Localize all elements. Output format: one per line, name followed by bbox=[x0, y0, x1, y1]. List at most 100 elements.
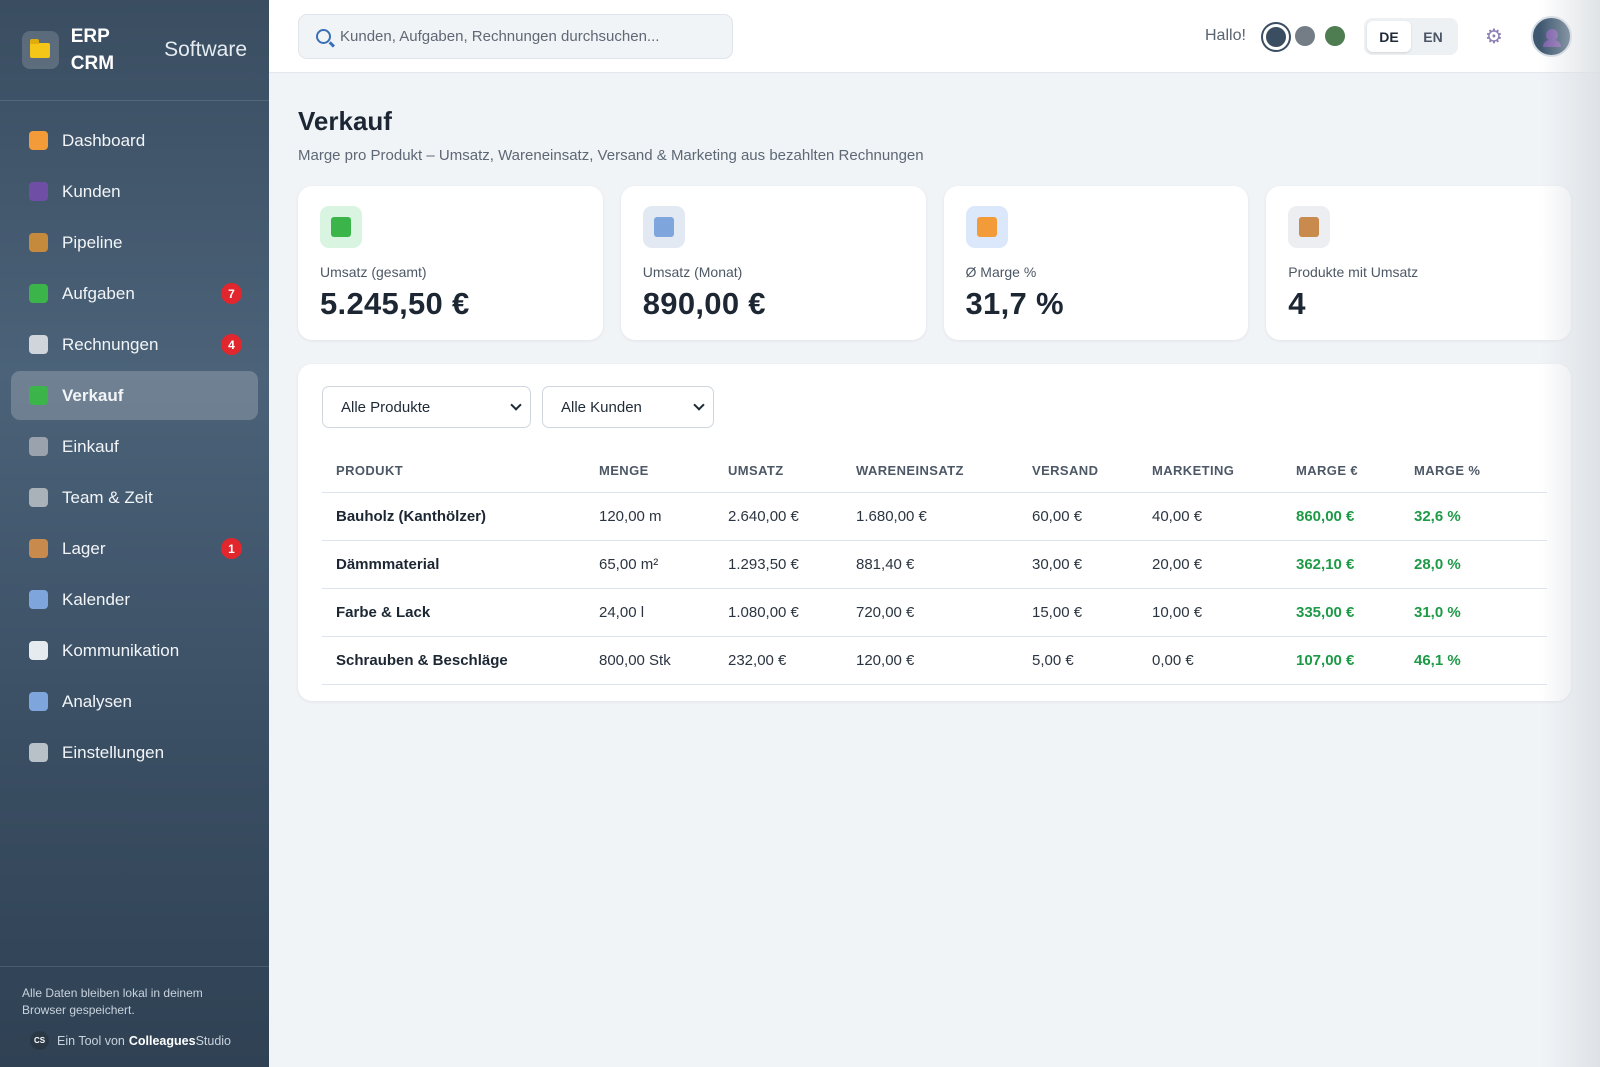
kpi-card: Ø Marge % 31,7 % bbox=[943, 186, 1249, 340]
sidebar-item-label: Einkauf bbox=[62, 436, 119, 456]
column-header[interactable]: VERSAND bbox=[1018, 450, 1138, 493]
table-cell: Bauholz (Kanthölzer) bbox=[322, 492, 585, 541]
theme-dark-button[interactable] bbox=[1263, 24, 1289, 50]
colleagues-studio-logo-icon: CS bbox=[30, 1031, 49, 1050]
table-cell: 860,00 € bbox=[1282, 492, 1400, 541]
count-badge: 7 bbox=[221, 283, 242, 304]
chevron-down-icon bbox=[510, 399, 522, 411]
brand[interactable]: ERP CRM Software bbox=[0, 0, 269, 101]
table-cell: 1.293,50 € bbox=[714, 540, 842, 589]
page-subtitle: Marge pro Produkt – Umsatz, Wareneinsatz… bbox=[298, 147, 924, 164]
column-header[interactable]: MARKETING bbox=[1138, 450, 1282, 493]
sidebar-item-kommunikation[interactable]: Kommunikation bbox=[11, 626, 258, 675]
table-cell: Farbe & Lack bbox=[322, 588, 585, 637]
table-row[interactable]: Dämmmaterial 65,00 m² 1.293,50 €881,40 €30… bbox=[322, 540, 1547, 589]
search-input[interactable] bbox=[340, 28, 700, 45]
column-header[interactable]: MARGE € bbox=[1282, 450, 1400, 493]
table-header-row: PRODUKT MENGE UMSATZ WARENEINSATZ VERSAND MAR… bbox=[322, 450, 1547, 493]
sidebar-item-verkauf[interactable]: Verkauf bbox=[11, 371, 258, 420]
table-cell: 1.080,00 € bbox=[714, 588, 842, 637]
checkmark-icon bbox=[29, 284, 48, 303]
theme-green-button[interactable] bbox=[1325, 26, 1345, 46]
sidebar-item-einkauf[interactable]: Einkauf bbox=[11, 422, 258, 471]
table-cell: 24,00 l bbox=[585, 588, 714, 637]
gear-icon[interactable]: ⚙ bbox=[1485, 26, 1503, 48]
table-cell: 881,40 € bbox=[842, 540, 1018, 589]
sidebar-item-kalender[interactable]: Kalender bbox=[11, 575, 258, 624]
column-header[interactable]: PRODUKT bbox=[322, 450, 585, 493]
search-box[interactable] bbox=[298, 14, 733, 59]
customer-filter-select[interactable]: Alle Kunden bbox=[542, 386, 714, 428]
kpi-value: 31,7 % bbox=[965, 286, 1064, 321]
sidebar-item-pipeline[interactable]: Pipeline bbox=[11, 218, 258, 267]
trend-up-icon bbox=[29, 386, 48, 405]
table-cell: 120,00 m bbox=[585, 492, 714, 541]
table-cell: 800,00 Stk bbox=[585, 636, 714, 685]
kpi-value: 890,00 € bbox=[642, 286, 766, 321]
table-cell: 31,0 % bbox=[1400, 588, 1547, 637]
sidebar: ERP CRM Software Dashboard Kunden Pipeline… bbox=[0, 0, 269, 1067]
table-cell: 2.640,00 € bbox=[714, 492, 842, 541]
sidebar-item-label: Dashboard bbox=[62, 130, 146, 150]
credit[interactable]: CS Ein Tool von Colleagues Studio bbox=[22, 1031, 247, 1050]
greeting: Hallo! bbox=[1205, 27, 1246, 44]
package-icon bbox=[29, 539, 48, 558]
kpi-glyph bbox=[653, 217, 674, 237]
credit-prefix: Ein Tool von bbox=[57, 1033, 125, 1048]
table-cell: 362,10 € bbox=[1282, 540, 1400, 589]
table-cell: 15,00 € bbox=[1018, 588, 1138, 637]
kpi-card: Produkte mit Umsatz 4 bbox=[1266, 186, 1571, 340]
credit-brand-bold: Colleagues bbox=[128, 1033, 196, 1048]
chart-bars-icon bbox=[965, 206, 1008, 248]
topbar: Hallo! DE EN ⚙ bbox=[269, 0, 1600, 73]
table-cell: 1.680,00 € bbox=[842, 492, 1018, 541]
sidebar-item-analysen[interactable]: Analysen bbox=[11, 677, 258, 726]
sidebar-item-team-zeit[interactable]: Team & Zeit bbox=[11, 473, 258, 522]
table-cell: 40,00 € bbox=[1138, 492, 1282, 541]
sidebar-item-aufgaben[interactable]: Aufgaben 7 bbox=[11, 269, 258, 318]
table-row[interactable]: Bauholz (Kanthölzer) 120,00 m 2.640,00 €1.… bbox=[322, 492, 1547, 541]
lang-en-button[interactable]: EN bbox=[1423, 28, 1443, 45]
kpi-card: Umsatz (gesamt) 5.245,50 € bbox=[298, 186, 603, 340]
language-switch: DE EN bbox=[1364, 18, 1458, 55]
table-row[interactable]: Schrauben & Beschläge 800,00 Stk 232,00 €1… bbox=[322, 636, 1547, 685]
table-cell: 46,1 % bbox=[1400, 636, 1547, 685]
sidebar-item-rechnungen[interactable]: Rechnungen 4 bbox=[11, 320, 258, 369]
avatar[interactable] bbox=[1531, 16, 1572, 57]
customer-filter-value: Alle Kunden bbox=[561, 398, 642, 416]
column-header[interactable]: UMSATZ bbox=[714, 450, 842, 493]
column-header[interactable]: MENGE bbox=[585, 450, 714, 493]
kpi-glyph bbox=[976, 217, 997, 237]
kpi-label: Umsatz (gesamt) bbox=[320, 264, 427, 280]
stopwatch-icon bbox=[29, 488, 48, 507]
sidebar-item-dashboard[interactable]: Dashboard bbox=[11, 116, 258, 165]
table-cell: Dämmmaterial bbox=[322, 540, 585, 589]
sidebar-item-label: Kommunikation bbox=[62, 640, 180, 660]
kpi-cards: Umsatz (gesamt) 5.245,50 € Umsatz (Monat) 8… bbox=[298, 186, 1571, 340]
column-header[interactable]: MARGE % bbox=[1400, 450, 1547, 493]
table-cell: 20,00 € bbox=[1138, 540, 1282, 589]
sidebar-item-label: Einstellungen bbox=[62, 742, 165, 762]
line-chart-icon bbox=[29, 692, 48, 711]
column-header[interactable]: WARENEINSATZ bbox=[842, 450, 1018, 493]
theme-gray-button[interactable] bbox=[1295, 26, 1315, 46]
table-cell: 10,00 € bbox=[1138, 588, 1282, 637]
kpi-value: 4 bbox=[1288, 286, 1306, 321]
sidebar-item-einstellungen[interactable]: Einstellungen bbox=[11, 728, 258, 777]
sidebar-item-kunden[interactable]: Kunden bbox=[11, 167, 258, 216]
calendar-icon bbox=[29, 590, 48, 609]
sidebar-footer: Alle Daten bleiben lokal in deinem Brows… bbox=[0, 966, 269, 1067]
sidebar-item-label: Team & Zeit bbox=[62, 487, 153, 507]
sidebar-nav: Dashboard Kunden Pipeline Aufgaben 7 Rechnung… bbox=[0, 101, 269, 777]
table-row[interactable]: Farbe & Lack 24,00 l 1.080,00 €720,00 €15,… bbox=[322, 588, 1547, 637]
sidebar-item-label: Lager bbox=[62, 538, 106, 558]
sidebar-item-label: Verkauf bbox=[62, 385, 124, 405]
table-cell: 720,00 € bbox=[842, 588, 1018, 637]
product-filter-select[interactable]: Alle Produkte bbox=[322, 386, 531, 428]
sidebar-item-label: Pipeline bbox=[62, 232, 123, 252]
kpi-label: Produkte mit Umsatz bbox=[1288, 264, 1419, 280]
page-title: Verkauf bbox=[298, 106, 392, 136]
brand-name: ERP CRM bbox=[70, 26, 115, 74]
lang-de-button[interactable]: DE bbox=[1367, 21, 1411, 52]
sidebar-item-lager[interactable]: Lager 1 bbox=[11, 524, 258, 573]
